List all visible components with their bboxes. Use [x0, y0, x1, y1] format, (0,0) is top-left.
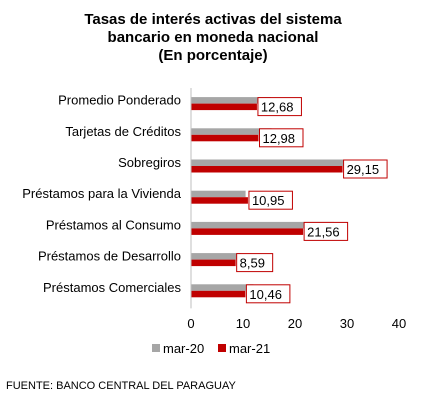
- data-labels: 12,68 12,98 29,15 10,95 21,56 8,59 10,46: [236, 97, 388, 304]
- data-label-box: [303, 221, 349, 241]
- legend-label-mar-20: mar-20: [163, 341, 204, 356]
- data-label: 21,56: [307, 224, 340, 239]
- category-labels: Promedio Ponderado Tarjetas de Créditos So…: [22, 93, 182, 295]
- legend-swatch-mar-21: [218, 344, 226, 352]
- data-label-box: [248, 190, 293, 210]
- data-label: 29,15: [347, 162, 380, 177]
- bar-mar-21: [191, 166, 343, 173]
- bar-mar-20: [191, 159, 355, 166]
- bar-mar-20: [191, 190, 246, 198]
- data-label: 8,59: [240, 256, 265, 271]
- legend-label-mar-21: mar-21: [229, 341, 270, 356]
- bar-mar-21: [191, 103, 257, 111]
- bars: [191, 97, 355, 298]
- data-label: 10,46: [249, 287, 282, 302]
- bar-mar-20: [191, 284, 254, 291]
- legend: mar-20 mar-21: [152, 341, 270, 356]
- x-tick-label: 40: [392, 316, 406, 331]
- bar-mar-21: [191, 259, 236, 267]
- x-tick-label: 10: [236, 316, 250, 331]
- chart-title-line-3: (En porcentaje): [158, 47, 267, 64]
- data-label: 12,68: [261, 100, 294, 115]
- legend-swatch-mar-20: [152, 344, 160, 352]
- x-tick-label: 20: [288, 316, 302, 331]
- bar-mar-20: [191, 221, 334, 229]
- category-label: Promedio Ponderado: [58, 93, 181, 108]
- bar-mar-20: [191, 253, 241, 260]
- x-tick-label: 30: [340, 316, 354, 331]
- category-label: Préstamos para la Vivienda: [22, 186, 182, 201]
- category-label: Préstamos de Desarrollo: [38, 249, 181, 264]
- bar-mar-21: [191, 197, 248, 204]
- bar-mar-20: [191, 97, 271, 104]
- x-axis-tick-labels: 0 10 20 30 40: [187, 316, 406, 331]
- data-label-box: [343, 159, 388, 179]
- data-label: 10,95: [252, 193, 285, 208]
- data-label-box: [236, 253, 274, 273]
- chart-title-line-1: Tasas de interés activas del sistema: [84, 11, 342, 28]
- bar-mar-21: [191, 290, 246, 298]
- bar-mar-21: [191, 228, 304, 235]
- data-label-box: [245, 284, 291, 304]
- category-label: Préstamos Comerciales: [43, 280, 181, 295]
- data-label-box: [257, 97, 302, 117]
- data-label-box: [258, 128, 304, 148]
- bar-mar-20: [191, 128, 272, 135]
- category-label: Tarjetas de Créditos: [65, 124, 181, 139]
- data-label: 12,98: [262, 131, 295, 146]
- x-tick-label: 0: [187, 316, 194, 331]
- chart-title-line-2: bancario en moneda nacional: [108, 29, 319, 46]
- source-note: FUENTE: BANCO CENTRAL DEL PARAGUAY: [6, 380, 236, 392]
- bar-mar-21: [191, 134, 259, 142]
- category-label: Sobregiros: [118, 155, 181, 170]
- category-label: Préstamos al Consumo: [46, 217, 181, 232]
